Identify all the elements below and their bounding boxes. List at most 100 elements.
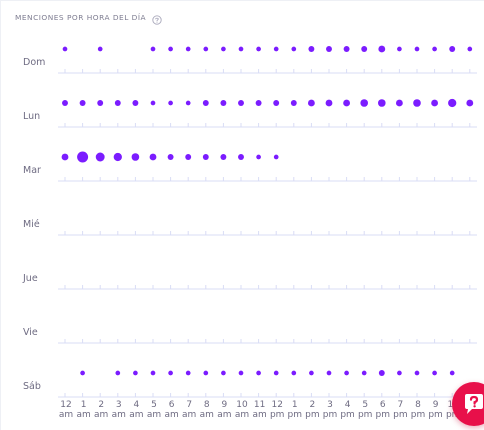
mention-dot[interactable] xyxy=(168,46,173,52)
mention-dot[interactable] xyxy=(238,100,244,106)
chart-title: MENCIONES POR HORA DEL DÍA xyxy=(15,12,147,22)
mention-dot[interactable] xyxy=(114,100,121,106)
mention-dot[interactable] xyxy=(256,154,261,160)
mention-dot[interactable] xyxy=(131,153,140,161)
mention-dot[interactable] xyxy=(449,370,455,376)
mention-dot[interactable] xyxy=(62,46,68,52)
mention-dot[interactable] xyxy=(449,46,456,52)
mention-dot[interactable] xyxy=(273,154,279,160)
mention-dot[interactable] xyxy=(290,100,297,106)
mention-dot[interactable] xyxy=(80,370,85,376)
mention-dot[interactable] xyxy=(309,370,314,376)
mention-dot[interactable] xyxy=(361,370,367,376)
chart-header: MENCIONES POR HORA DEL DÍA xyxy=(15,12,162,25)
mention-dot[interactable] xyxy=(255,100,262,106)
mention-dot[interactable] xyxy=(326,370,332,376)
mention-dot[interactable] xyxy=(256,370,261,376)
mention-dot[interactable] xyxy=(467,46,473,52)
mention-dot[interactable] xyxy=(343,46,350,52)
hour-tick-label: 2 xyxy=(310,400,316,410)
mention-dot[interactable] xyxy=(397,370,402,376)
mention-dot[interactable] xyxy=(397,46,402,52)
mention-dot[interactable] xyxy=(256,46,261,52)
mention-dot[interactable] xyxy=(95,152,105,162)
mention-dot[interactable] xyxy=(149,153,157,161)
meridiem-tick-label: am xyxy=(217,410,231,420)
mention-dot[interactable] xyxy=(62,100,68,106)
meridiem-tick-label: am xyxy=(147,410,161,420)
mention-dot[interactable] xyxy=(238,154,244,160)
hour-tick-label: 11 xyxy=(254,400,265,410)
hour-tick-label: 12 xyxy=(60,400,71,410)
hour-tick-label: 4 xyxy=(345,400,351,410)
mention-dot[interactable] xyxy=(360,99,369,107)
mention-dot[interactable] xyxy=(132,100,139,106)
mention-dot[interactable] xyxy=(432,46,437,52)
mention-dot[interactable] xyxy=(97,46,103,52)
mention-dot[interactable] xyxy=(307,99,315,107)
mention-dot[interactable] xyxy=(361,46,368,52)
mention-dot[interactable] xyxy=(168,100,173,106)
mention-dot[interactable] xyxy=(308,46,315,52)
meridiem-tick-label: am xyxy=(200,410,214,420)
mention-dot[interactable] xyxy=(395,99,403,107)
meridiem-tick-label: am xyxy=(252,410,266,420)
mention-dot[interactable] xyxy=(273,100,280,106)
meridiem-tick-label: pm xyxy=(323,410,337,420)
mention-dot[interactable] xyxy=(203,370,209,376)
mention-dot[interactable] xyxy=(79,100,86,106)
mention-dot[interactable] xyxy=(203,46,209,52)
mention-dot[interactable] xyxy=(133,370,138,376)
mention-dot[interactable] xyxy=(202,100,209,106)
mention-dot[interactable] xyxy=(431,99,439,107)
mention-dot[interactable] xyxy=(185,46,191,52)
mention-dot[interactable] xyxy=(185,100,191,106)
mention-dot[interactable] xyxy=(221,370,226,376)
mention-dot[interactable] xyxy=(291,46,297,52)
mention-dot[interactable] xyxy=(273,370,279,376)
mention-dot[interactable] xyxy=(185,370,191,376)
mention-dot[interactable] xyxy=(325,99,333,107)
mention-dot[interactable] xyxy=(326,46,332,52)
mention-dot[interactable] xyxy=(344,370,349,376)
mention-dot[interactable] xyxy=(167,154,174,160)
mention-dot[interactable] xyxy=(185,154,192,160)
mention-dot[interactable] xyxy=(150,370,156,376)
mention-dot[interactable] xyxy=(61,153,69,161)
hour-tick-label: 12 xyxy=(271,400,282,410)
mention-dot[interactable] xyxy=(97,100,104,106)
mention-dot[interactable] xyxy=(202,154,209,160)
mention-dot[interactable] xyxy=(273,46,279,52)
mention-dot[interactable] xyxy=(238,370,244,376)
mention-dot[interactable] xyxy=(238,46,244,52)
mention-dot[interactable] xyxy=(343,99,351,107)
mention-dot[interactable] xyxy=(432,370,437,376)
mention-dot[interactable] xyxy=(413,99,421,107)
mention-dot[interactable] xyxy=(113,152,122,162)
hour-tick-label: 2 xyxy=(98,400,104,410)
mention-dot[interactable] xyxy=(377,99,386,107)
mention-dot[interactable] xyxy=(150,100,156,106)
mention-dot[interactable] xyxy=(414,370,420,376)
mention-dot[interactable] xyxy=(77,151,89,163)
meridiem-tick-label: am xyxy=(182,410,196,420)
hour-tick-label: 7 xyxy=(186,400,192,410)
mention-dot[interactable] xyxy=(221,46,226,52)
mention-dot[interactable] xyxy=(220,154,227,160)
mention-dot[interactable] xyxy=(115,370,121,376)
mention-dot[interactable] xyxy=(291,370,297,376)
mention-dot[interactable] xyxy=(168,370,173,376)
day-label-0: Dom xyxy=(23,57,45,68)
mention-dot[interactable] xyxy=(220,100,227,106)
mention-dot[interactable] xyxy=(466,99,474,107)
chat-launcher-button[interactable] xyxy=(452,382,484,426)
mention-dot[interactable] xyxy=(378,370,385,376)
mention-dot[interactable] xyxy=(448,98,457,108)
day-label-1: Lun xyxy=(23,111,40,122)
mention-dot[interactable] xyxy=(378,45,386,53)
meridiem-tick-label: pm xyxy=(411,410,425,420)
mention-dot[interactable] xyxy=(150,46,156,52)
mention-dot[interactable] xyxy=(414,46,420,52)
help-circle-icon[interactable] xyxy=(152,12,162,25)
